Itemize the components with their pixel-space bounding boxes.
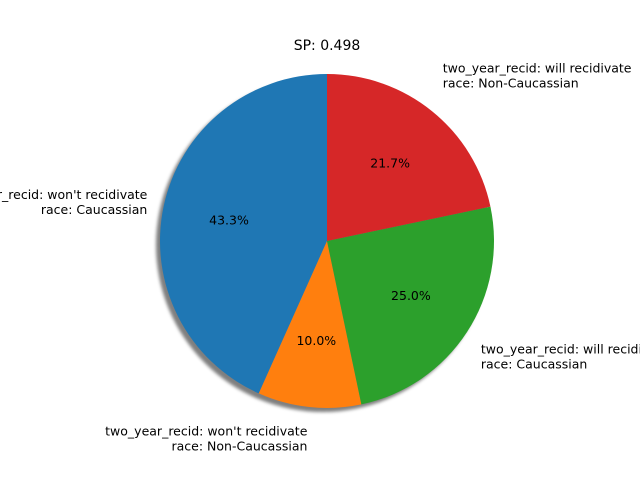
pct-label-2: 25.0% (391, 288, 431, 303)
slice-label-3: two_year_recid: will recidivate race: Non… (443, 60, 632, 90)
pie-slice-0 (160, 74, 327, 394)
slice-label-line: two_year_recid: will recidivate (481, 341, 640, 356)
pie-slice-3 (327, 74, 491, 241)
slice-label-line: two_year_recid: will recidivate (443, 60, 632, 75)
slice-label-1: two_year_recid: won't recidivate race: No… (105, 424, 308, 454)
slice-label-line: race: Caucassian (41, 202, 147, 217)
chart-title: SP: 0.498 (294, 38, 361, 54)
pct-label-3: 21.7% (370, 156, 410, 171)
slice-label-line: race: Non-Caucassian (172, 439, 308, 454)
slice-label-line: two_year_recid: won't recidivate (105, 424, 308, 439)
slice-label-line: race: Non-Caucassian (443, 75, 579, 90)
pie-slices (160, 74, 494, 408)
slice-label-line: race: Caucassian (481, 356, 587, 371)
slice-label-line: two_year_recid: won't recidivate (0, 187, 148, 202)
pct-label-0: 43.3% (209, 213, 249, 228)
pie-slice-1 (258, 241, 362, 408)
pie-slice-2 (327, 206, 494, 405)
pct-label-1: 10.0% (296, 333, 336, 348)
pct-labels: 43.3% 10.0% 25.0% 21.7% (209, 156, 431, 348)
